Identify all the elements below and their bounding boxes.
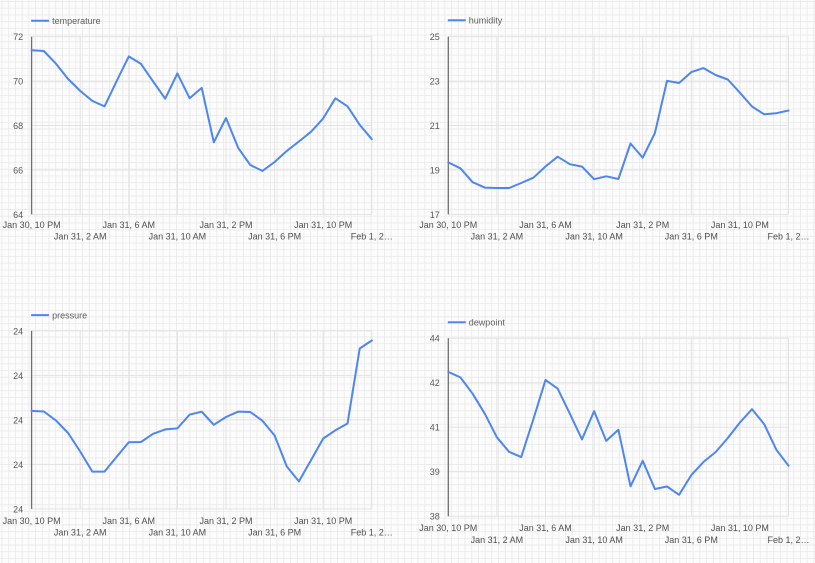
svg-text:humidity: humidity — [469, 16, 503, 26]
svg-text:Feb 1, 2…: Feb 1, 2… — [351, 232, 393, 242]
svg-text:Jan 30, 10 PM: Jan 30, 10 PM — [3, 516, 61, 526]
svg-text:Feb 1, 2…: Feb 1, 2… — [351, 527, 393, 537]
svg-text:Jan 31, 2 PM: Jan 31, 2 PM — [616, 220, 669, 230]
svg-text:Jan 31, 10 PM: Jan 31, 10 PM — [294, 516, 352, 526]
svg-text:19: 19 — [430, 165, 440, 175]
svg-text:38: 38 — [430, 512, 440, 522]
svg-text:Jan 30, 10 PM: Jan 30, 10 PM — [3, 220, 61, 230]
svg-text:41: 41 — [430, 423, 440, 433]
svg-text:72: 72 — [13, 32, 23, 42]
svg-text:Jan 31, 6 AM: Jan 31, 6 AM — [519, 220, 572, 230]
svg-text:Jan 31, 2 PM: Jan 31, 2 PM — [199, 220, 252, 230]
svg-text:Jan 31, 10 PM: Jan 31, 10 PM — [711, 523, 769, 533]
svg-text:Jan 31, 6 PM: Jan 31, 6 PM — [248, 232, 301, 242]
svg-text:Jan 31, 2 AM: Jan 31, 2 AM — [471, 535, 524, 545]
svg-text:Jan 31, 10 AM: Jan 31, 10 AM — [565, 232, 623, 242]
svg-text:Jan 31, 6 AM: Jan 31, 6 AM — [103, 516, 156, 526]
svg-text:Jan 31, 10 AM: Jan 31, 10 AM — [565, 535, 623, 545]
svg-text:Jan 31, 2 AM: Jan 31, 2 AM — [471, 232, 524, 242]
svg-text:Feb 1, 2…: Feb 1, 2… — [767, 535, 809, 545]
svg-text:70: 70 — [13, 77, 23, 87]
svg-text:Jan 31, 6 AM: Jan 31, 6 AM — [519, 523, 572, 533]
svg-text:Jan 31, 2 PM: Jan 31, 2 PM — [199, 516, 252, 526]
svg-text:Jan 31, 6 PM: Jan 31, 6 PM — [248, 527, 301, 537]
svg-text:Jan 31, 2 PM: Jan 31, 2 PM — [616, 523, 669, 533]
svg-text:24: 24 — [13, 371, 23, 381]
svg-text:Jan 31, 2 AM: Jan 31, 2 AM — [54, 232, 107, 242]
svg-text:25: 25 — [430, 32, 440, 42]
svg-text:Jan 31, 10 AM: Jan 31, 10 AM — [149, 527, 207, 537]
svg-text:dewpoint: dewpoint — [469, 318, 506, 328]
svg-text:68: 68 — [13, 121, 23, 131]
svg-text:Jan 31, 6 PM: Jan 31, 6 PM — [665, 232, 718, 242]
svg-text:66: 66 — [13, 165, 23, 175]
svg-text:21: 21 — [430, 121, 440, 131]
svg-text:24: 24 — [13, 415, 23, 425]
svg-text:24: 24 — [13, 460, 23, 470]
svg-text:17: 17 — [430, 210, 440, 220]
svg-text:Jan 31, 10 PM: Jan 31, 10 PM — [711, 220, 769, 230]
svg-text:23: 23 — [430, 77, 440, 87]
svg-text:Jan 31, 6 AM: Jan 31, 6 AM — [103, 220, 156, 230]
svg-text:pressure: pressure — [52, 310, 87, 320]
svg-text:Feb 1, 2…: Feb 1, 2… — [767, 232, 809, 242]
svg-text:Jan 31, 2 AM: Jan 31, 2 AM — [54, 527, 107, 537]
svg-text:44: 44 — [430, 334, 440, 344]
svg-text:42: 42 — [430, 378, 440, 388]
svg-text:39: 39 — [430, 467, 440, 477]
svg-text:Jan 30, 10 PM: Jan 30, 10 PM — [419, 220, 477, 230]
svg-text:Jan 31, 10 AM: Jan 31, 10 AM — [149, 232, 207, 242]
svg-text:64: 64 — [13, 210, 23, 220]
svg-text:24: 24 — [13, 504, 23, 514]
svg-text:Jan 31, 6 PM: Jan 31, 6 PM — [665, 535, 718, 545]
svg-text:temperature: temperature — [52, 16, 101, 26]
svg-text:Jan 30, 10 PM: Jan 30, 10 PM — [419, 523, 477, 533]
svg-text:Jan 31, 10 PM: Jan 31, 10 PM — [294, 220, 352, 230]
svg-text:24: 24 — [13, 326, 23, 336]
